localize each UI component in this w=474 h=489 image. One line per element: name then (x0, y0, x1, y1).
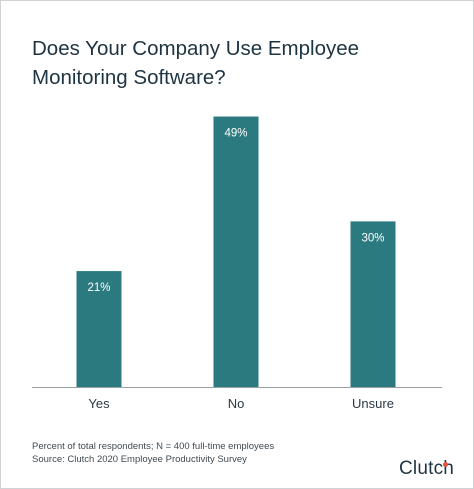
tick-label-unsure: Unsure (352, 396, 394, 411)
tick-label-no: No (228, 396, 245, 411)
bar-unsure (350, 221, 396, 387)
clutch-logo-dot (443, 462, 448, 467)
source-footnote: Source: Clutch 2020 Employee Productivit… (32, 454, 247, 465)
data-label-unsure: 30% (361, 232, 384, 244)
data-label-no: 49% (224, 128, 247, 140)
tick-label-yes: Yes (88, 396, 110, 411)
bar-yes (76, 271, 122, 387)
data-label-yes: 21% (87, 282, 110, 294)
chart-title: Does Your Company Use Employee Monitorin… (32, 37, 360, 89)
bar-no (213, 116, 259, 388)
clutch-logo: Clutch (399, 458, 455, 479)
respondents-footnote: Percent of total respondents; N = 400 fu… (32, 441, 275, 452)
